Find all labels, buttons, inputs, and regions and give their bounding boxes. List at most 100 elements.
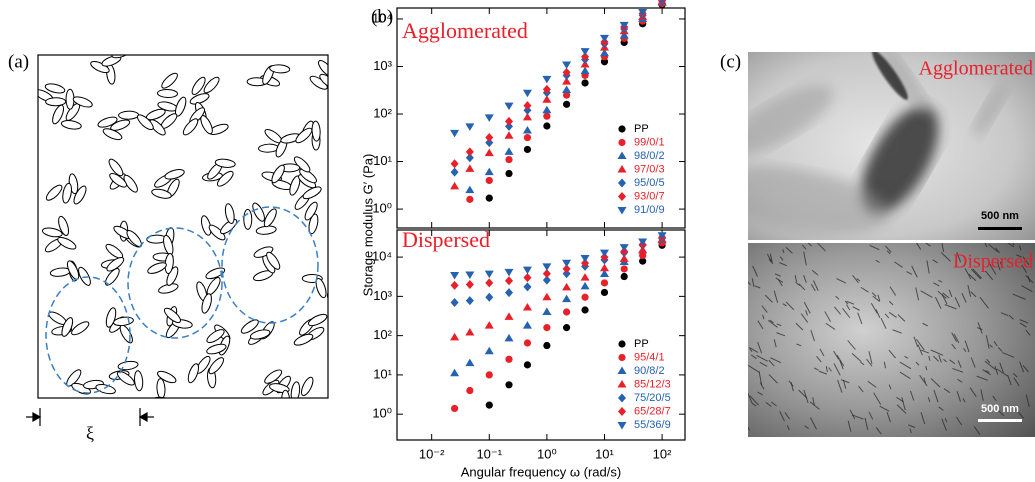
tem-streak [774,273,781,277]
data-point [619,30,629,39]
data-point [580,273,590,281]
data-point [580,48,590,56]
tem-streak [911,265,918,278]
data-point [562,294,572,303]
data-point [542,307,552,315]
tem-streak [892,329,902,334]
platelet [252,202,265,222]
data-point [485,194,493,202]
legend-marker [617,165,627,173]
tem-streak [1025,394,1030,408]
data-point [450,280,459,290]
tem-streak [860,361,865,366]
tem-streak [988,243,998,253]
legend-label: PP [634,123,649,135]
tem-streak [816,243,826,252]
tem-streak [888,349,896,359]
tem-streak [915,287,920,301]
tem-streak [809,401,820,410]
data-point [505,121,514,131]
data-point [619,21,629,30]
platelet [109,173,128,188]
platelet [163,307,181,324]
tem-streak [930,349,944,356]
tem-streak [842,380,847,389]
data-point [465,185,475,194]
data-point [563,324,571,332]
legend-label: 91/0/9 [634,204,665,216]
data-point [450,297,459,307]
platelet [61,317,74,337]
tem-streak [873,392,882,405]
tem-streak [773,290,779,303]
platelet [208,224,226,241]
tem-streak [767,319,778,328]
x-tick-label: 10¹ [595,446,614,461]
tem-streak [776,332,786,337]
platelet [156,378,166,398]
data-point [581,79,589,87]
data-point [504,333,514,342]
data-point [505,355,513,363]
y-tick-label: 10³ [373,288,392,303]
tem-streak [989,263,997,275]
tem-streak [996,261,1001,271]
data-point [522,303,532,311]
platelet [71,321,90,336]
platelet [203,76,220,94]
legend-label: 65/28/7 [634,405,671,417]
platelet [136,114,154,131]
legend-label: 55/36/9 [634,419,671,431]
platelet [106,256,125,272]
data-point [600,279,609,287]
platelet [266,251,281,270]
tem-streak [989,344,993,348]
tem-streak [956,391,961,402]
tem-streak [909,390,915,401]
data-point [580,254,590,263]
tem-streak [951,332,958,343]
tem-streak [810,330,815,342]
tem-streak [1013,377,1020,387]
data-point [542,95,552,103]
tem-streak [957,360,962,368]
platelet [45,184,63,201]
tem-streak [933,389,939,403]
tem-streak [816,355,822,363]
legend-marker [617,422,627,430]
legend-marker [617,380,627,388]
tem-streak [970,357,976,368]
image-label: Dispersed [953,251,1033,273]
data-point [581,258,590,268]
data-point [620,272,628,281]
data-point [523,133,532,142]
platelet [290,381,301,398]
tem-streak [889,286,897,296]
data-point [450,272,460,280]
data-point [562,282,572,291]
tem-streak [976,375,988,381]
tem-streak [803,389,809,403]
tem-streak [949,359,956,365]
y-tick-label: 10⁰ [372,201,392,216]
tem-streak [985,270,994,281]
tem-streak [927,397,931,403]
tem-feature [973,83,1007,137]
legend-label: 97/0/3 [634,163,665,175]
tem-streak [964,268,972,280]
tem-streak [997,347,1003,352]
tem-streak [875,309,881,319]
tem-streak [1022,365,1029,373]
data-point [484,148,494,157]
tem-streak [842,307,851,319]
tem-streak [964,340,970,353]
platelet [206,329,225,344]
panel-label: (b) [371,6,393,27]
tem-streak [758,371,763,386]
data-point [450,167,459,177]
tem-streak [857,312,863,325]
platelet [318,60,328,77]
data-point [505,288,514,298]
platelet [97,116,118,128]
data-point [484,346,494,355]
